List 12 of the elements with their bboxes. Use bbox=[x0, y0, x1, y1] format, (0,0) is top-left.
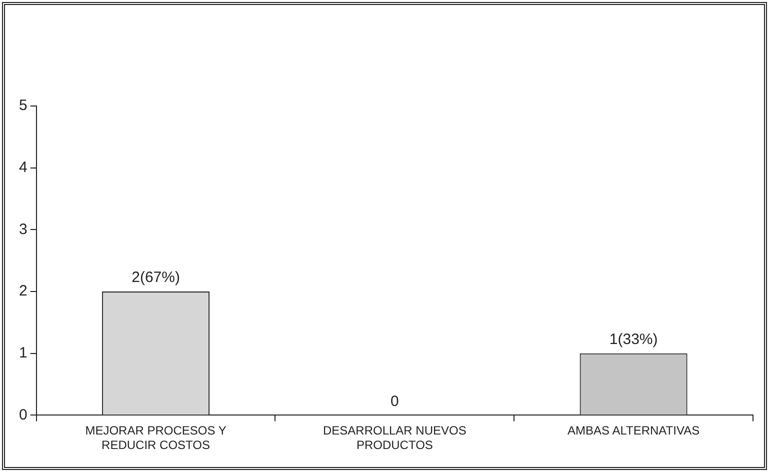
data-label: 1(33%) bbox=[609, 331, 658, 348]
y-tick-label: 3 bbox=[19, 220, 28, 238]
y-tick-label: 0 bbox=[19, 406, 28, 424]
y-tick-label: 5 bbox=[19, 97, 28, 114]
x-tick-label: AMBAS ALTERNATIVAS bbox=[568, 424, 700, 438]
data-label: 2(67%) bbox=[132, 269, 180, 286]
x-tick-label: DESARROLLAR NUEVOS PRODUCTOS bbox=[322, 424, 466, 452]
y-tick-label: 1 bbox=[19, 344, 28, 362]
x-tick-label: MEJORAR PROCESOS Y REDUCIR COSTOS bbox=[85, 424, 226, 452]
y-tick-label: 4 bbox=[19, 158, 28, 176]
y-tick-label: 2 bbox=[19, 282, 28, 300]
data-label: 0 bbox=[390, 392, 399, 410]
